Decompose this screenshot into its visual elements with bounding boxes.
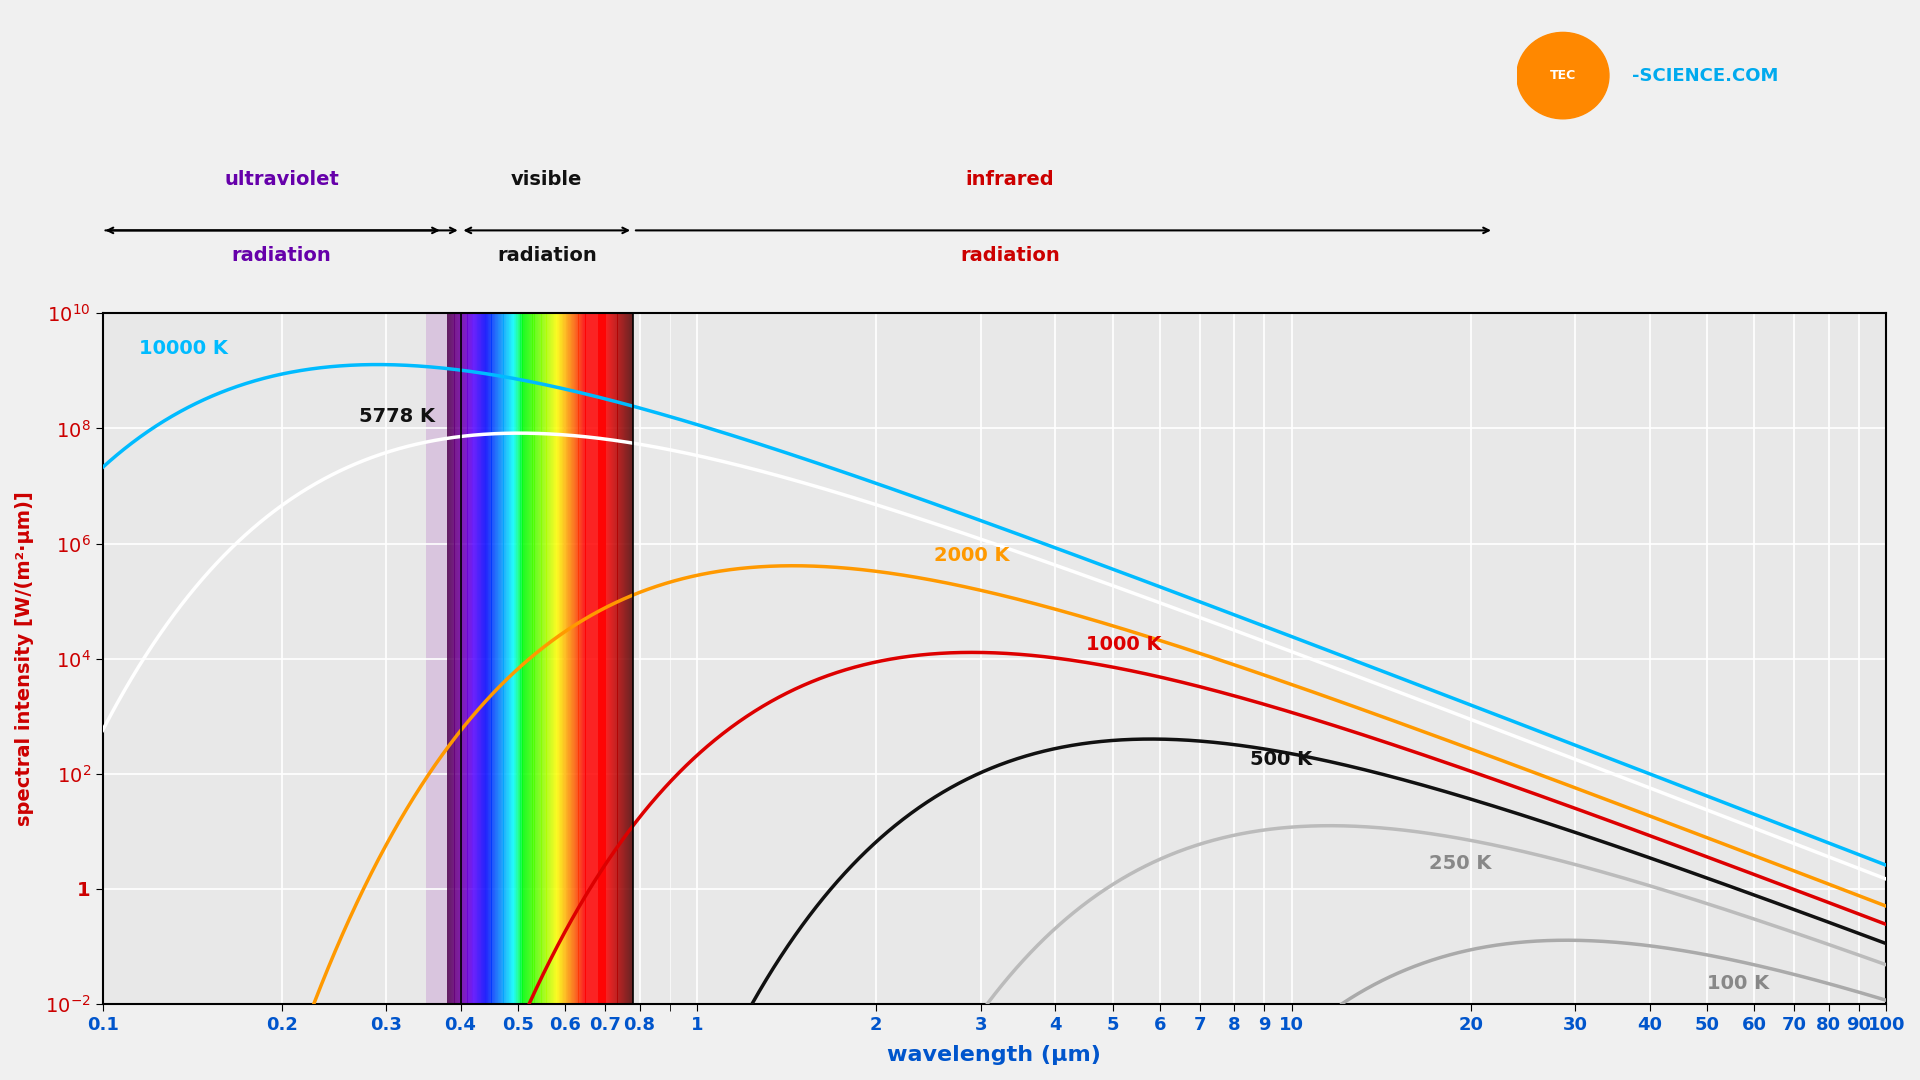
- Y-axis label: spectral intensity [W/(m²·μm)]: spectral intensity [W/(m²·μm)]: [15, 491, 35, 826]
- Text: 5778 K: 5778 K: [359, 407, 436, 426]
- Text: radiation: radiation: [497, 246, 597, 265]
- Text: radiation: radiation: [232, 246, 332, 265]
- X-axis label: wavelength (μm): wavelength (μm): [887, 1045, 1102, 1065]
- Bar: [426, 313, 472, 1004]
- Text: 2000 K: 2000 K: [933, 545, 1010, 565]
- Text: ultraviolet: ultraviolet: [225, 170, 340, 189]
- Text: 1000 K: 1000 K: [1085, 635, 1162, 654]
- Text: infrared: infrared: [966, 170, 1054, 189]
- Text: TEC: TEC: [1549, 69, 1576, 82]
- Text: visible: visible: [511, 170, 582, 189]
- Text: 10000 K: 10000 K: [138, 338, 228, 357]
- Text: radiation: radiation: [960, 246, 1060, 265]
- Circle shape: [1517, 32, 1609, 119]
- Text: 100 K: 100 K: [1707, 974, 1770, 994]
- Text: -SCIENCE.COM: -SCIENCE.COM: [1632, 67, 1778, 84]
- Text: 250 K: 250 K: [1428, 854, 1492, 874]
- Text: 500 K: 500 K: [1250, 751, 1311, 769]
